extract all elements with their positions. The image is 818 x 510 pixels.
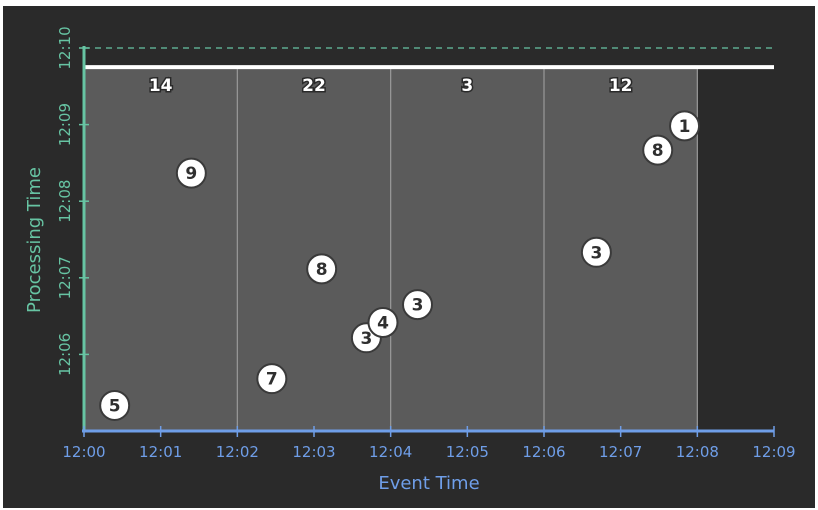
y-tick-label: 12:10 — [56, 26, 74, 69]
data-point-label: 8 — [316, 260, 328, 280]
data-point-marker — [367, 306, 399, 338]
window-pane — [84, 67, 238, 432]
window-pane — [390, 67, 544, 432]
x-tick-label: 12:01 — [139, 443, 182, 461]
data-point: 4 — [367, 306, 399, 338]
window-count-label: 3 — [461, 76, 473, 96]
data-point-label: 9 — [185, 164, 197, 184]
data-point: 5 — [99, 389, 131, 421]
axes-layer: 12:06 12:07 12:08 12:09 12:10 12:00 12:01 12:02… — [56, 26, 796, 461]
data-point-marker — [99, 389, 131, 421]
window-count-label: 22 — [302, 76, 326, 96]
x-tick-label: 12:07 — [599, 443, 642, 461]
x-axis-title: Event Time — [378, 473, 479, 494]
data-point: 8 — [306, 253, 338, 285]
data-point: 9 — [175, 157, 207, 189]
x-tick-label: 12:06 — [522, 443, 565, 461]
y-tick-label: 12:08 — [56, 180, 74, 223]
x-tick-label: 12:03 — [292, 443, 335, 461]
x-tick-label: 12:04 — [369, 443, 412, 461]
y-tick-label: 12:07 — [56, 256, 74, 299]
x-tick-label: 12:09 — [752, 443, 795, 461]
data-point-label: 1 — [679, 117, 691, 137]
data-point-label: 3 — [590, 243, 602, 263]
x-tick-label: 12:02 — [216, 443, 259, 461]
data-point-label: 7 — [266, 370, 278, 390]
data-point-marker — [306, 253, 338, 285]
data-point-label: 4 — [377, 313, 389, 333]
data-point-label: 8 — [652, 141, 664, 161]
data-point-marker — [580, 236, 612, 268]
data-point-label: 3 — [360, 329, 372, 349]
x-tick-label: 12:00 — [62, 443, 105, 461]
window-count-label: 14 — [149, 76, 173, 96]
x-tick-label: 12:08 — [676, 443, 719, 461]
data-point-marker — [256, 363, 288, 395]
data-point: 1 — [669, 110, 701, 142]
data-point: 8 — [642, 134, 674, 166]
data-point-label: 5 — [109, 396, 121, 416]
data-point-marker — [175, 157, 207, 189]
data-point-marker — [669, 110, 701, 142]
data-point-label: 3 — [412, 296, 424, 316]
y-tick-label: 12:06 — [56, 333, 74, 376]
data-point: 3 — [580, 236, 612, 268]
x-tick-label: 12:05 — [446, 443, 489, 461]
y-tick-label: 12:09 — [56, 103, 74, 146]
window-count-label: 12 — [609, 76, 633, 96]
data-point: 7 — [256, 363, 288, 395]
data-point-marker — [402, 289, 433, 321]
y-axis-title: Processing Time — [24, 167, 45, 313]
data-point-marker — [642, 134, 674, 166]
data-point: 3 — [402, 289, 433, 321]
